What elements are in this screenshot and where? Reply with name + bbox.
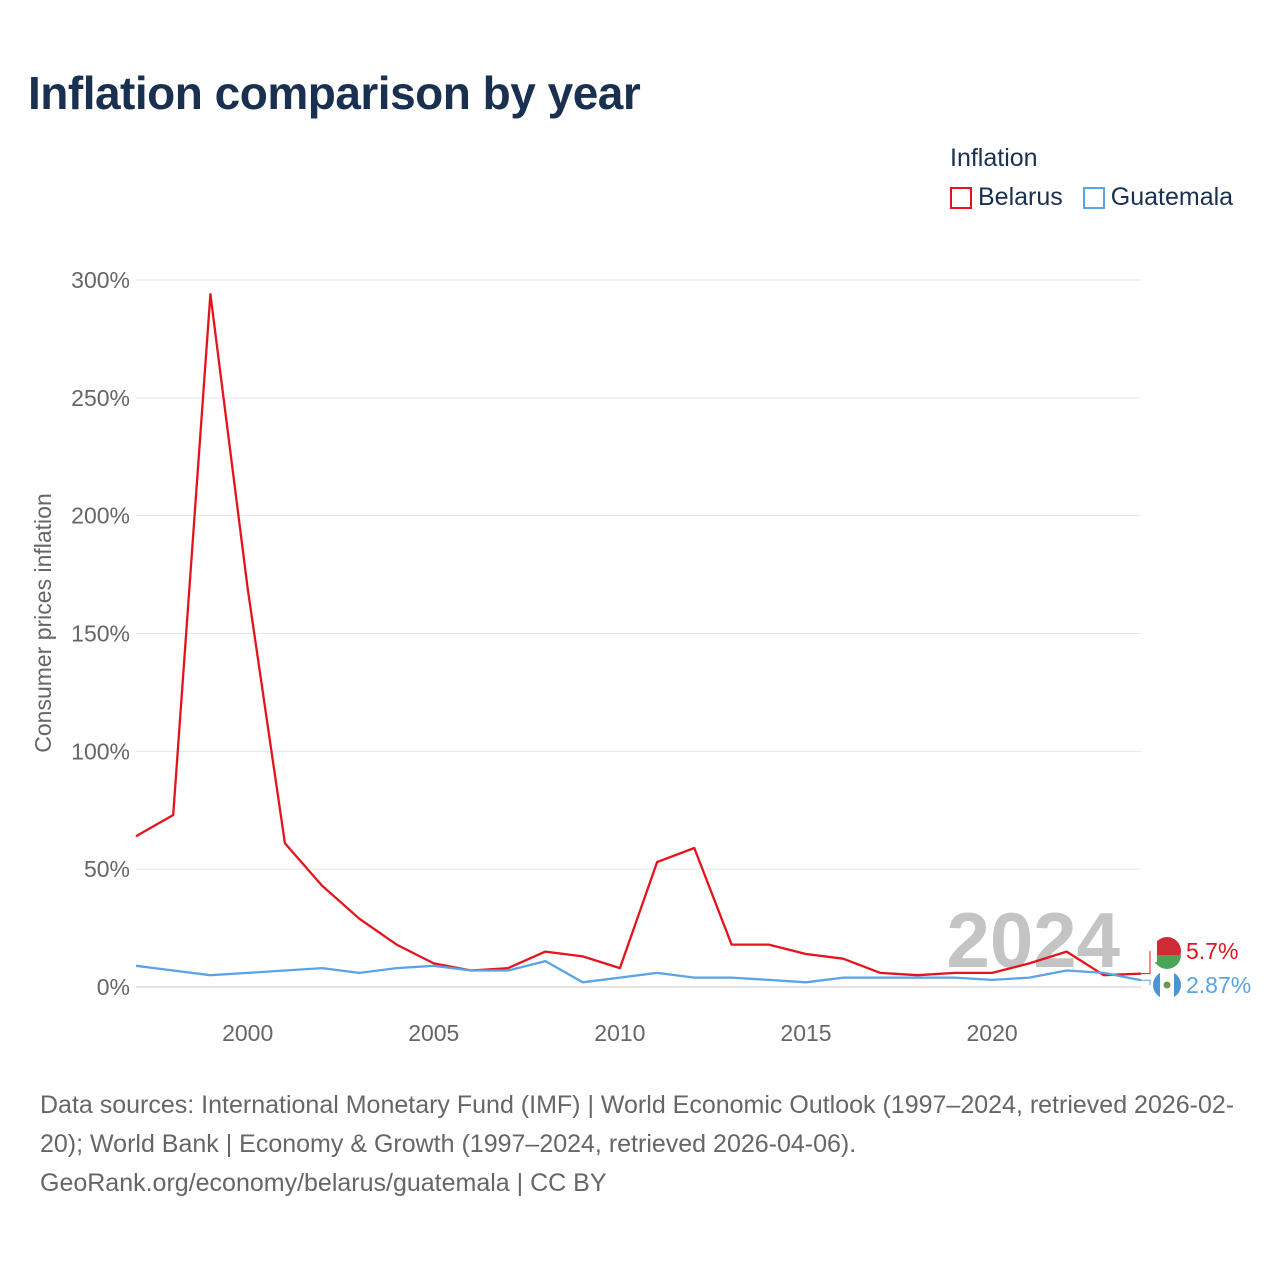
y-axis-label: Consumer prices inflation [30, 493, 56, 753]
flag-emblem [1163, 981, 1171, 989]
chart-title: Inflation comparison by year [28, 67, 641, 119]
y-tick-label: 250% [71, 385, 130, 411]
x-tick-label: 2000 [222, 1020, 273, 1046]
belarus-flag-icon [1153, 937, 1181, 969]
y-tick-label: 100% [71, 738, 130, 764]
x-tick-label: 2020 [967, 1020, 1018, 1046]
y-tick-label: 300% [71, 267, 130, 293]
source-url-text: GeoRank.org/economy/belarus/guatemala | … [40, 1169, 607, 1197]
y-tick-label: 200% [71, 503, 130, 529]
y-tick-label: 50% [84, 856, 130, 882]
series-line-guatemala [135, 959, 1142, 984]
flag-field-green [1153, 955, 1181, 969]
legend-label-belarus: Belarus [978, 183, 1063, 211]
legend-item-guatemala[interactable]: Guatemala [1082, 183, 1234, 212]
end-value-label-belarus: 5.7% [1186, 938, 1238, 964]
end-connector-belarus [1141, 951, 1151, 975]
y-tick-label: 0% [97, 974, 130, 1000]
end-connector-guatemala [1141, 979, 1151, 985]
legend: Inflation Belarus Guatemala [950, 144, 1233, 212]
legend-label-guatemala: Guatemala [1110, 183, 1234, 211]
legend-swatch-guatemala [1082, 186, 1105, 209]
legend-item-belarus[interactable]: Belarus [950, 183, 1063, 212]
year-watermark: 2024 [946, 896, 1120, 984]
x-tick-label: 2010 [594, 1020, 645, 1046]
line-chart: 0% 50% 100% 150% 200% 250% 300% 2000 2005 2010 201… [30, 267, 1251, 1046]
legend-title: Inflation [950, 144, 1038, 172]
x-tick-label: 2015 [780, 1020, 831, 1046]
legend-swatch-belarus [950, 186, 972, 209]
footer: Data sources: International Monetary Fun… [40, 1086, 1250, 1203]
end-value-label-guatemala: 2.87% [1186, 972, 1251, 998]
flag-ornament [1153, 940, 1157, 962]
series-line-belarus [135, 292, 1142, 977]
x-tick-label: 2005 [408, 1020, 459, 1046]
data-sources-text: Data sources: International Monetary Fun… [40, 1091, 1235, 1158]
guatemala-flag-icon [1153, 971, 1181, 999]
y-tick-label: 150% [71, 621, 130, 647]
